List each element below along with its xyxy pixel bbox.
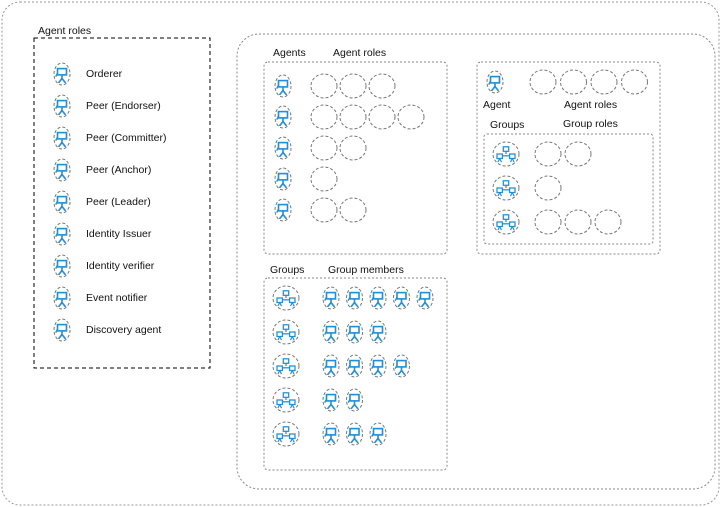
agent-role-slot — [590, 69, 618, 95]
group-icon — [492, 209, 520, 235]
agent-icon — [322, 286, 340, 310]
agent-role-slot — [368, 104, 396, 130]
agent-icon — [393, 354, 410, 378]
agent-icon — [274, 74, 292, 98]
agent-role-slot — [397, 104, 425, 130]
legend-role-label: Event notifier — [86, 292, 148, 304]
agent-icon — [346, 422, 363, 446]
agent-role-slot — [529, 69, 557, 95]
group-role-slot — [534, 175, 562, 201]
agent-roles-column-header: Agent roles — [333, 47, 387, 59]
legend-role-label: Orderer — [86, 68, 123, 80]
agent-role-slot — [339, 135, 367, 161]
agent-icon — [53, 286, 71, 310]
agent-icon — [322, 388, 340, 412]
group-roles-panel — [483, 133, 654, 245]
groups-panel — [263, 277, 448, 471]
agent-icon — [53, 94, 71, 118]
agent-icon — [53, 222, 71, 246]
agent-icon — [322, 422, 340, 446]
legend-role-label: Discovery agent — [86, 324, 162, 336]
agent-role-slot — [560, 69, 587, 95]
agent-icon — [346, 320, 363, 344]
group-icon — [272, 353, 300, 379]
agent-role-slot — [310, 73, 338, 99]
agent-icon — [274, 136, 292, 160]
agent-icon — [369, 422, 387, 446]
agent-role-slot — [339, 197, 367, 223]
legend-role-label: Identity Issuer — [86, 228, 152, 240]
groups-label: Groups — [490, 119, 525, 131]
group-icon — [272, 319, 300, 345]
group-members-column-header: Group members — [328, 264, 404, 276]
agent-role-slot — [310, 197, 338, 223]
agent-icon — [53, 318, 71, 342]
agent-icon — [369, 354, 387, 378]
group-icon — [492, 175, 520, 201]
agent-icon — [53, 254, 71, 278]
agent-icon — [274, 198, 292, 222]
legend-role-label: Peer (Committer) — [86, 132, 167, 144]
agent-icon — [346, 286, 363, 310]
agent-role-slot — [310, 135, 338, 161]
agent-icon — [53, 190, 71, 214]
group-role-slot — [564, 141, 592, 167]
agent-icon — [53, 158, 71, 182]
agent-label: Agent — [483, 99, 511, 111]
group-roles-label: Group roles — [563, 118, 618, 130]
agent-roles-label: Agent roles — [564, 99, 618, 111]
agent-icon — [346, 388, 363, 412]
agent-icon — [486, 70, 504, 94]
agents-column-header: Agents — [273, 47, 306, 59]
agent-role-slot — [339, 73, 367, 99]
group-icon — [272, 387, 300, 413]
group-role-slot — [534, 209, 562, 235]
agent-role-slot — [310, 166, 338, 192]
agent-icon — [416, 286, 434, 310]
agents-panel — [263, 61, 448, 255]
agent-icon — [346, 354, 363, 378]
legend-role-label: Peer (Leader) — [86, 196, 151, 208]
group-icon — [492, 141, 520, 167]
agent-icon — [274, 167, 292, 191]
agent-icon — [393, 286, 410, 310]
agent-role-slot — [310, 104, 338, 130]
group-icon — [272, 285, 300, 311]
agent-icon — [274, 105, 292, 129]
agent-icon — [322, 354, 340, 378]
agent-icon — [53, 62, 71, 86]
legend-role-label: Peer (Anchor) — [86, 164, 152, 176]
system-frame — [236, 33, 716, 490]
agent-icon — [369, 320, 387, 344]
groups-column-header: Groups — [270, 264, 305, 276]
agent-role-slot — [621, 69, 648, 95]
legend-role-label: Peer (Endorser) — [86, 100, 161, 112]
agent-role-slot — [368, 73, 396, 99]
legend-box — [33, 37, 211, 369]
agent-icon — [53, 126, 71, 150]
legend-role-label: Identity verifier — [86, 260, 155, 272]
group-role-slot — [594, 209, 622, 235]
agent-detail-panel — [476, 61, 661, 255]
agent-icon — [322, 320, 340, 344]
group-icon — [272, 421, 300, 447]
agent-role-slot — [339, 104, 367, 130]
agent-icon — [369, 286, 387, 310]
group-role-slot — [534, 141, 562, 167]
legend-title: Agent roles — [38, 25, 92, 37]
group-role-slot — [564, 209, 592, 235]
